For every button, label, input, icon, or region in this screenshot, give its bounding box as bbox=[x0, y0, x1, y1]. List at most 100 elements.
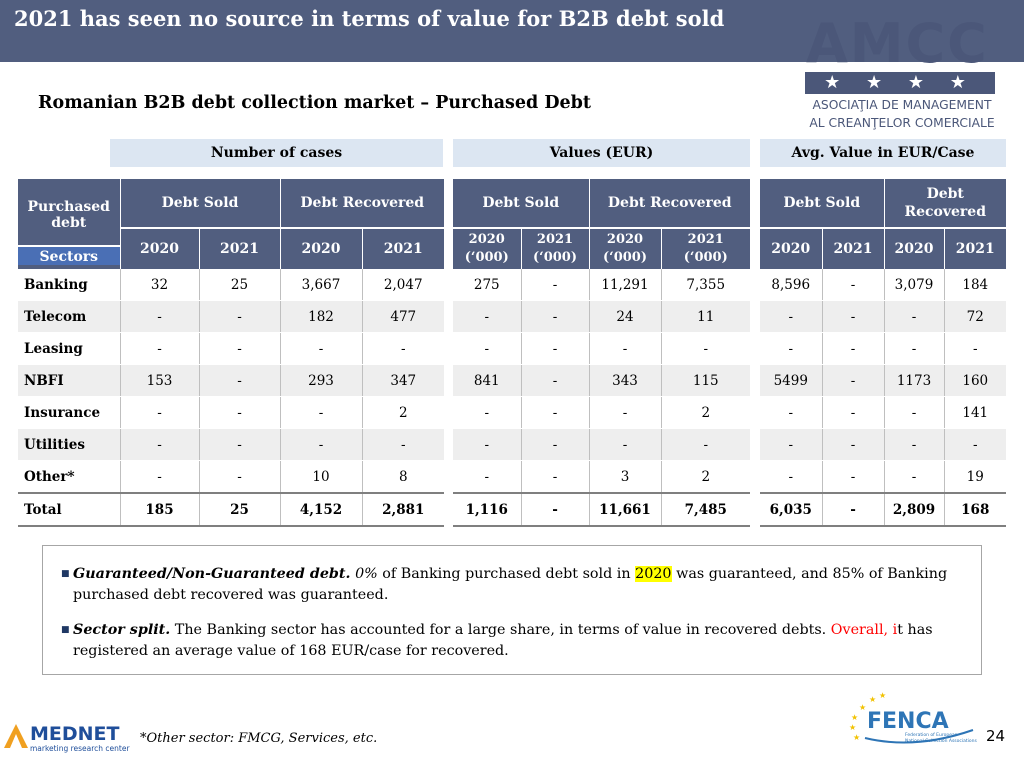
note-guaranteed: ■ Guaranteed/Non-Guaranteed debt. 0% of … bbox=[61, 564, 963, 606]
note2-title: Sector split. bbox=[73, 622, 171, 638]
values-sold-2020-header: 2020 (‘000) bbox=[453, 228, 522, 269]
group-values-eur: Values (EUR) bbox=[453, 139, 750, 167]
table-row: ---2 bbox=[453, 396, 750, 429]
values-cell: - bbox=[521, 428, 590, 461]
values-cell: 11,291 bbox=[589, 269, 662, 301]
purchased-debt-header: Purchased debt Sectors bbox=[18, 179, 121, 269]
values-cell: 2 bbox=[661, 460, 750, 494]
slide-title: 2021 has seen no source in terms of valu… bbox=[14, 6, 725, 31]
header-bar bbox=[0, 0, 1024, 62]
cases-cell: - bbox=[120, 332, 200, 365]
cases-recovered-2021-header: 2021 bbox=[362, 228, 444, 269]
table-row: 1,116-11,661 7,485 bbox=[453, 492, 750, 527]
cases-cell: 10 bbox=[280, 460, 363, 494]
values-cell: - bbox=[521, 492, 590, 527]
cases-cell: - bbox=[199, 460, 281, 494]
svg-text:★: ★ bbox=[851, 713, 858, 722]
cases-cell: 32 bbox=[120, 269, 200, 301]
values-cell: - bbox=[521, 332, 590, 365]
values-cell: - bbox=[453, 300, 522, 333]
amcc-tagline-2: AL CREANŢELOR COMERCIALE bbox=[809, 116, 995, 130]
cases-debt-sold-header: Debt Sold bbox=[120, 179, 281, 229]
note2-red-text: Overall, i bbox=[830, 622, 898, 638]
cases-cell: 477 bbox=[362, 300, 444, 333]
bullet-icon: ■ bbox=[61, 625, 70, 635]
note1-year-highlight: 2020 bbox=[635, 566, 672, 582]
avg-cell: - bbox=[760, 396, 823, 429]
cases-cell: - bbox=[280, 428, 363, 461]
cases-cell: - bbox=[199, 364, 281, 397]
avg-cell: - bbox=[884, 460, 945, 494]
cases-cell: 2 bbox=[362, 396, 444, 429]
values-cell: - bbox=[589, 396, 662, 429]
avg-recovered-2021-header: 2021 bbox=[944, 228, 1006, 269]
values-cell: - bbox=[521, 300, 590, 333]
avg-cell: - bbox=[884, 396, 945, 429]
cases-cell: - bbox=[362, 332, 444, 365]
cases-cell: - bbox=[199, 396, 281, 429]
avg-cell: - bbox=[760, 332, 823, 365]
table-row: 841-343 115 bbox=[453, 364, 750, 397]
cases-cell: - bbox=[120, 396, 200, 429]
group-avg-value: Avg. Value in EUR/Case bbox=[760, 139, 1006, 167]
avg-cell: - bbox=[760, 460, 823, 494]
cases-cell: 153 bbox=[120, 364, 200, 397]
cases-cell: - bbox=[362, 428, 444, 461]
sector-label: NBFI bbox=[18, 364, 121, 397]
values-cell: - bbox=[661, 428, 750, 461]
avg-cell: - bbox=[884, 332, 945, 365]
values-cell: - bbox=[589, 332, 662, 365]
values-recovered-2021-header: 2021 (‘000) bbox=[661, 228, 750, 269]
values-cell: 1,116 bbox=[453, 492, 522, 527]
avg-table: Debt Sold Debt Recovered 2020 2021 2020 … bbox=[760, 179, 1006, 527]
values-cell: 2 bbox=[661, 396, 750, 429]
fenca-stars-icon: ★★★ ★★ ★ bbox=[849, 691, 886, 742]
values-cell: 11,661 bbox=[589, 492, 662, 527]
values-recovered-2020-header: 2020 (‘000) bbox=[589, 228, 662, 269]
cases-cell: 182 bbox=[280, 300, 363, 333]
cases-sold-2021-header: 2021 bbox=[199, 228, 281, 269]
table-row: - - -72 bbox=[760, 300, 1006, 333]
avg-cell: 1173 bbox=[884, 364, 945, 397]
avg-debt-sold-header: Debt Sold bbox=[760, 179, 885, 229]
avg-cell: - bbox=[944, 428, 1006, 461]
cases-debt-recovered-header: Debt Recovered bbox=[280, 179, 444, 229]
cases-table: Purchased debt Sectors Debt Sold Debt Re… bbox=[18, 179, 444, 527]
table-row: Utilities - - - - bbox=[18, 428, 444, 461]
sector-label: Leasing bbox=[18, 332, 121, 365]
svg-text:★: ★ bbox=[849, 723, 856, 732]
fenca-tagline-2: National Collection Associations bbox=[905, 738, 977, 744]
values-table: Debt Sold Debt Recovered 2020 (‘000) 202… bbox=[453, 179, 750, 527]
table-row: ---- bbox=[453, 428, 750, 461]
avg-debt-recovered-header: Debt Recovered bbox=[884, 179, 1006, 229]
avg-cell: 3,079 bbox=[884, 269, 945, 301]
avg-cell: - bbox=[822, 492, 885, 527]
values-sold-2021-header: 2021 (‘000) bbox=[521, 228, 590, 269]
cases-cell: - bbox=[199, 428, 281, 461]
values-cell: - bbox=[589, 428, 662, 461]
table-row: NBFI 153-293 347 bbox=[18, 364, 444, 397]
cases-cell: - bbox=[280, 332, 363, 365]
notes-box: ■ Guaranteed/Non-Guaranteed debt. 0% of … bbox=[42, 545, 982, 675]
note1-pct: 0% bbox=[355, 566, 378, 582]
avg-cell: 184 bbox=[944, 269, 1006, 301]
avg-cell: 8,596 bbox=[760, 269, 823, 301]
values-cell: 24 bbox=[589, 300, 662, 333]
svg-text:★: ★ bbox=[869, 695, 876, 704]
table-row: - - -19 bbox=[760, 460, 1006, 494]
cases-cell: - bbox=[120, 460, 200, 494]
values-cell: - bbox=[453, 332, 522, 365]
avg-cell: 168 bbox=[944, 492, 1006, 527]
mednet-logo: MEDNET marketing research center bbox=[4, 723, 130, 753]
avg-cell: 141 bbox=[944, 396, 1006, 429]
sector-label: Banking bbox=[18, 269, 121, 301]
note1-text-b: was guaranteed, and 85% of Banking purch… bbox=[73, 566, 948, 603]
values-cell: - bbox=[453, 396, 522, 429]
cases-cell: 4,152 bbox=[280, 492, 363, 527]
values-cell: 343 bbox=[589, 364, 662, 397]
amcc-tagline-1: ASOCIAŢIA DE MANAGEMENT bbox=[812, 98, 992, 112]
cases-recovered-2020-header: 2020 bbox=[280, 228, 363, 269]
svg-text:★: ★ bbox=[853, 733, 860, 742]
sector-label: Insurance bbox=[18, 396, 121, 429]
